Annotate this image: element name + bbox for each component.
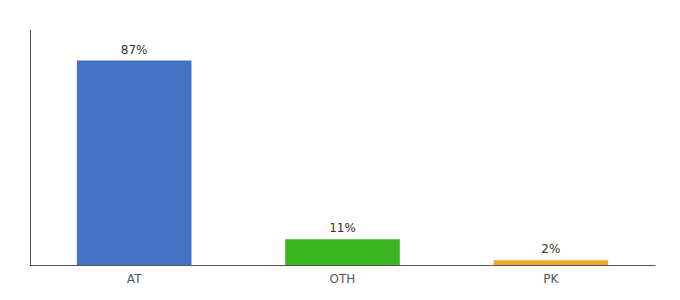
svg-text:87%: 87% <box>121 43 148 57</box>
svg-text:2%: 2% <box>541 242 560 256</box>
svg-text:11%: 11% <box>329 221 356 235</box>
svg-text:AT: AT <box>127 272 142 286</box>
svg-text:PK: PK <box>543 272 559 286</box>
svg-text:OTH: OTH <box>330 272 356 286</box>
